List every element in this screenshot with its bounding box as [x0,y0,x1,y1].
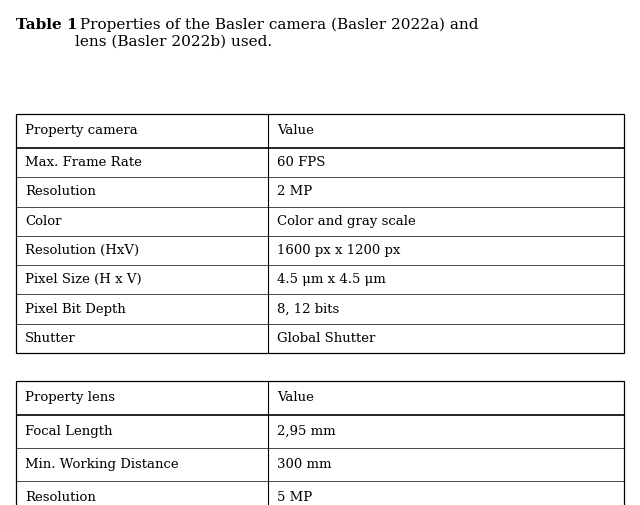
Text: Shutter: Shutter [25,332,76,345]
Text: Focal Length: Focal Length [25,425,113,438]
Text: Color: Color [25,215,61,228]
Text: Pixel Bit Depth: Pixel Bit Depth [25,302,126,316]
Text: 300 mm: 300 mm [278,458,332,471]
Text: Property camera: Property camera [25,124,138,137]
Text: 1600 px x 1200 px: 1600 px x 1200 px [278,244,401,257]
Text: Table 1: Table 1 [16,18,77,32]
Text: Value: Value [278,124,314,137]
Text: 2,95 mm: 2,95 mm [278,425,336,438]
Text: Pixel Size (H x V): Pixel Size (H x V) [25,273,141,286]
Text: Max. Frame Rate: Max. Frame Rate [25,156,142,169]
Text: 5 MP: 5 MP [278,491,313,503]
Text: Min. Working Distance: Min. Working Distance [25,458,179,471]
Text: Property lens: Property lens [25,391,115,405]
Text: Resolution: Resolution [25,491,96,503]
Text: Color and gray scale: Color and gray scale [278,215,416,228]
Text: Global Shutter: Global Shutter [278,332,376,345]
Text: 8, 12 bits: 8, 12 bits [278,302,340,316]
Text: Value: Value [278,391,314,405]
Text: Resolution (HxV): Resolution (HxV) [25,244,140,257]
Text: 60 FPS: 60 FPS [278,156,326,169]
Text: 2 MP: 2 MP [278,185,313,198]
Text: 4.5 μm x 4.5 μm: 4.5 μm x 4.5 μm [278,273,386,286]
Text: Resolution: Resolution [25,185,96,198]
Text: Properties of the Basler camera (Basler 2022a) and
lens (Basler 2022b) used.: Properties of the Basler camera (Basler … [75,18,478,48]
